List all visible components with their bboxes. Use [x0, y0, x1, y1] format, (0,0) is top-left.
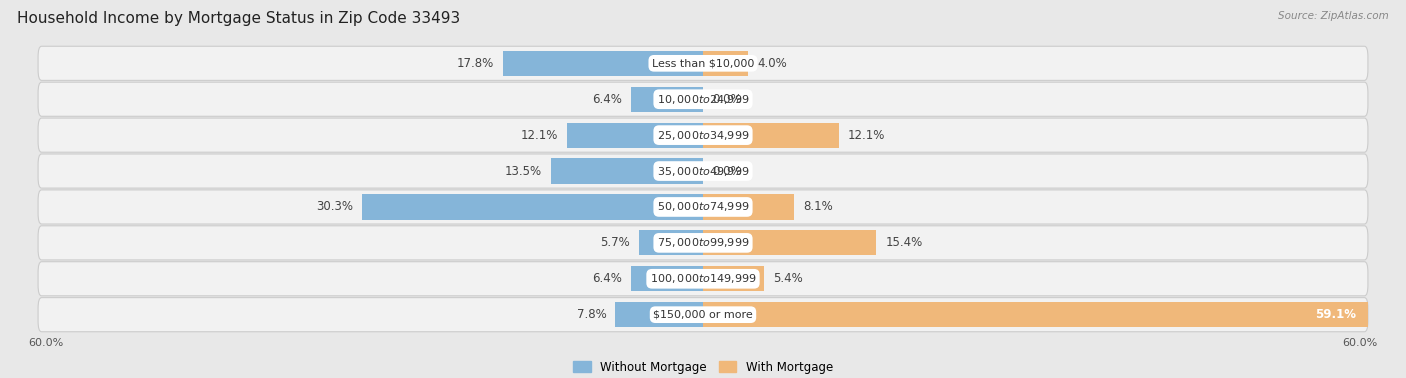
Bar [703, 51, 748, 76]
Text: $25,000 to $34,999: $25,000 to $34,999 [657, 129, 749, 142]
Text: 30.3%: 30.3% [316, 200, 353, 214]
Text: Household Income by Mortgage Status in Zip Code 33493: Household Income by Mortgage Status in Z… [17, 11, 460, 26]
Text: 0.0%: 0.0% [711, 93, 741, 106]
Bar [703, 194, 794, 220]
Text: 60.0%: 60.0% [28, 338, 63, 348]
Text: 13.5%: 13.5% [505, 164, 543, 178]
Text: 15.4%: 15.4% [886, 236, 922, 249]
Text: $10,000 to $24,999: $10,000 to $24,999 [657, 93, 749, 106]
Text: 5.4%: 5.4% [773, 272, 803, 285]
Bar [703, 266, 763, 291]
Bar [363, 194, 703, 220]
FancyBboxPatch shape [38, 118, 1368, 152]
Text: $150,000 or more: $150,000 or more [654, 310, 752, 320]
Text: $35,000 to $49,999: $35,000 to $49,999 [657, 164, 749, 178]
FancyBboxPatch shape [38, 262, 1368, 296]
Text: 7.8%: 7.8% [576, 308, 606, 321]
Bar [638, 230, 703, 256]
Bar [703, 230, 876, 256]
FancyBboxPatch shape [38, 190, 1368, 224]
FancyBboxPatch shape [38, 297, 1368, 332]
FancyBboxPatch shape [38, 82, 1368, 116]
Text: 6.4%: 6.4% [592, 272, 621, 285]
Bar [567, 122, 703, 148]
FancyBboxPatch shape [38, 46, 1368, 81]
Bar [703, 122, 839, 148]
Bar [631, 87, 703, 112]
Text: $100,000 to $149,999: $100,000 to $149,999 [650, 272, 756, 285]
Text: 8.1%: 8.1% [803, 200, 832, 214]
Text: Source: ZipAtlas.com: Source: ZipAtlas.com [1278, 11, 1389, 21]
Text: 12.1%: 12.1% [520, 129, 558, 142]
Text: 4.0%: 4.0% [756, 57, 787, 70]
Text: 6.4%: 6.4% [592, 93, 621, 106]
Text: 60.0%: 60.0% [1343, 338, 1378, 348]
Bar [703, 302, 1368, 327]
FancyBboxPatch shape [38, 154, 1368, 188]
Text: $50,000 to $74,999: $50,000 to $74,999 [657, 200, 749, 214]
Bar [551, 158, 703, 184]
Bar [503, 51, 703, 76]
Text: Less than $10,000: Less than $10,000 [652, 58, 754, 68]
Bar [631, 266, 703, 291]
Text: 59.1%: 59.1% [1316, 308, 1357, 321]
Text: 0.0%: 0.0% [711, 164, 741, 178]
Bar [616, 302, 703, 327]
Text: $75,000 to $99,999: $75,000 to $99,999 [657, 236, 749, 249]
Text: 12.1%: 12.1% [848, 129, 886, 142]
Legend: Without Mortgage, With Mortgage: Without Mortgage, With Mortgage [568, 356, 838, 378]
FancyBboxPatch shape [38, 226, 1368, 260]
Text: 17.8%: 17.8% [457, 57, 494, 70]
Text: 5.7%: 5.7% [600, 236, 630, 249]
